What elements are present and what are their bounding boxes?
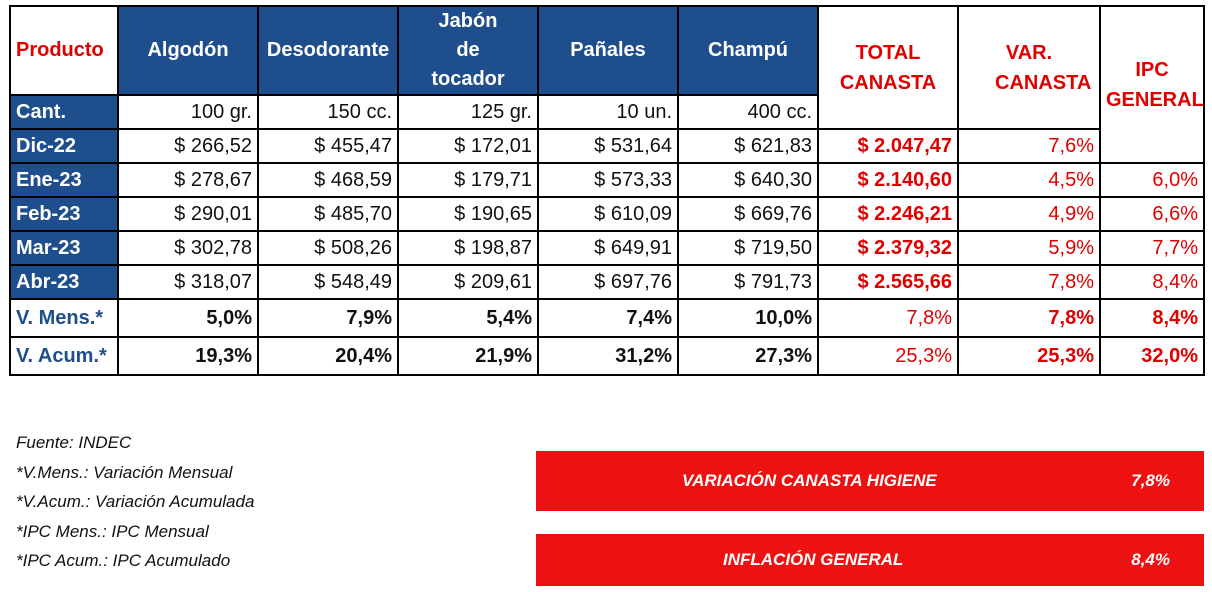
price-cell: $ 531,64 <box>537 128 679 164</box>
price-cell: $ 791,73 <box>677 264 819 300</box>
price-cell: $ 548,49 <box>257 264 399 300</box>
acum-cell: 27,3% <box>677 336 819 376</box>
mens-ipc-cell: 8,4% <box>1099 298 1205 338</box>
price-cell: $ 573,33 <box>537 162 679 198</box>
var-cell: 4,5% <box>957 162 1101 198</box>
month-label: Dic-22 <box>9 128 119 164</box>
banner-value: 7,8% <box>1131 471 1170 490</box>
ipc-cell: 6,0% <box>1099 162 1205 198</box>
banner-variacion-canasta: VARIACIÓN CANASTA HIGIENE 7,8% <box>536 451 1204 511</box>
note-ipc-acum: *IPC Acum.: IPC Acumulado <box>16 551 231 570</box>
product-header-jabon: Jabón de tocador <box>397 5 539 96</box>
var-cell: 7,6% <box>957 128 1101 164</box>
table-row: Ene-23 $ 278,67 $ 468,59 $ 179,71 $ 573,… <box>9 162 1205 198</box>
product-header-champu: Champú <box>677 5 819 96</box>
cant-row: Cant. 100 gr. 150 cc. 125 gr. 10 un. 400… <box>9 94 1204 130</box>
mens-cell: 5,0% <box>117 298 259 338</box>
producto-header: Producto <box>9 5 119 96</box>
total-canasta-header: TOTAL CANASTA <box>817 5 959 130</box>
ipc-cell: 7,7% <box>1099 230 1205 266</box>
header-row: Producto Algodón Desodorante Jabón de to… <box>9 5 1205 164</box>
mens-cell: 5,4% <box>397 298 539 338</box>
month-label: Feb-23 <box>9 196 119 232</box>
price-cell: $ 190,65 <box>397 196 539 232</box>
var-cell: 5,9% <box>957 230 1101 266</box>
footnotes: Fuente: INDEC *V.Mens.: Variación Mensua… <box>16 428 254 576</box>
acum-label: V. Acum.* <box>9 336 119 376</box>
unit-cell: 400 cc. <box>677 94 819 130</box>
ipc-cell: 6,6% <box>1099 196 1205 232</box>
price-cell: $ 179,71 <box>397 162 539 198</box>
note-acum: *V.Acum.: Variación Acumulada <box>16 492 255 511</box>
price-cell: $ 485,70 <box>257 196 399 232</box>
ipc-cell: 8,4% <box>1099 264 1205 300</box>
price-table: Producto Algodón Desodorante Jabón de to… <box>9 5 1205 376</box>
banner-label: INFLACIÓN GENERAL <box>723 550 904 569</box>
price-cell: $ 621,83 <box>677 128 819 164</box>
acum-total-cell: 25,3% <box>817 336 959 376</box>
cant-label: Cant. <box>9 94 119 130</box>
price-cell: $ 610,09 <box>537 196 679 232</box>
acum-ipc-cell: 32,0% <box>1099 336 1205 376</box>
table-row: Feb-23 $ 290,01 $ 485,70 $ 190,65 $ 610,… <box>9 196 1205 232</box>
monthly-variation-row: V. Mens.* 5,0% 7,9% 5,4% 7,4% 10,0% 7,8%… <box>9 298 1205 338</box>
var-cell: 7,8% <box>957 264 1101 300</box>
banner-label: VARIACIÓN CANASTA HIGIENE <box>682 471 937 490</box>
price-cell: $ 508,26 <box>257 230 399 266</box>
price-cell: $ 198,87 <box>397 230 539 266</box>
ipc-general-header: IPC GENERAL <box>1099 5 1205 164</box>
table-row: Abr-23 $ 318,07 $ 548,49 $ 209,61 $ 697,… <box>9 264 1205 300</box>
total-cell: $ 2.246,21 <box>817 196 959 232</box>
unit-cell: 10 un. <box>537 94 679 130</box>
price-cell: $ 697,76 <box>537 264 679 300</box>
price-cell: $ 640,30 <box>677 162 819 198</box>
total-cell: $ 2.047,47 <box>817 128 959 164</box>
table-row: Mar-23 $ 302,78 $ 508,26 $ 198,87 $ 649,… <box>9 230 1205 266</box>
note-source: Fuente: INDEC <box>16 433 132 452</box>
price-cell: $ 209,61 <box>397 264 539 300</box>
month-label: Abr-23 <box>9 264 119 300</box>
price-cell: $ 302,78 <box>117 230 259 266</box>
table-row: Dic-22 $ 266,52 $ 455,47 $ 172,01 $ 531,… <box>9 128 1204 164</box>
price-cell: $ 468,59 <box>257 162 399 198</box>
price-cell: $ 266,52 <box>117 128 259 164</box>
price-cell: $ 455,47 <box>257 128 399 164</box>
unit-cell: 100 gr. <box>117 94 259 130</box>
mens-label: V. Mens.* <box>9 298 119 338</box>
price-cell: $ 719,50 <box>677 230 819 266</box>
price-cell: $ 278,67 <box>117 162 259 198</box>
mens-total-cell: 7,8% <box>817 298 959 338</box>
acum-cell: 19,3% <box>117 336 259 376</box>
acum-cell: 21,9% <box>397 336 539 376</box>
note-ipc-mens: *IPC Mens.: IPC Mensual <box>16 521 209 541</box>
price-cell: $ 290,01 <box>117 196 259 232</box>
accumulated-variation-row: V. Acum.* 19,3% 20,4% 21,9% 31,2% 27,3% … <box>9 336 1205 376</box>
banner-inflacion-general: INFLACIÓN GENERAL 8,4% <box>536 534 1204 586</box>
price-cell: $ 318,07 <box>117 264 259 300</box>
mens-var-cell: 7,8% <box>957 298 1101 338</box>
total-cell: $ 2.140,60 <box>817 162 959 198</box>
acum-var-cell: 25,3% <box>957 336 1101 376</box>
product-header-algodon: Algodón <box>117 5 259 96</box>
banner-value: 8,4% <box>1131 550 1170 569</box>
var-canasta-header: VAR. CANASTA <box>957 5 1101 130</box>
var-cell: 4,9% <box>957 196 1101 232</box>
total-cell: $ 2.565,66 <box>817 264 959 300</box>
product-header-panales: Pañales <box>537 5 679 96</box>
price-cell: $ 669,76 <box>677 196 819 232</box>
mens-cell: 10,0% <box>677 298 819 338</box>
mens-cell: 7,9% <box>257 298 399 338</box>
price-cell: $ 649,91 <box>537 230 679 266</box>
acum-cell: 31,2% <box>537 336 679 376</box>
total-cell: $ 2.379,32 <box>817 230 959 266</box>
unit-cell: 125 gr. <box>397 94 539 130</box>
month-label: Mar-23 <box>9 230 119 266</box>
acum-cell: 20,4% <box>257 336 399 376</box>
unit-cell: 150 cc. <box>257 94 399 130</box>
mens-cell: 7,4% <box>537 298 679 338</box>
note-mens: *V.Mens.: Variación Mensual <box>16 462 233 482</box>
month-label: Ene-23 <box>9 162 119 198</box>
product-header-desodorante: Desodorante <box>257 5 399 96</box>
price-cell: $ 172,01 <box>397 128 539 164</box>
